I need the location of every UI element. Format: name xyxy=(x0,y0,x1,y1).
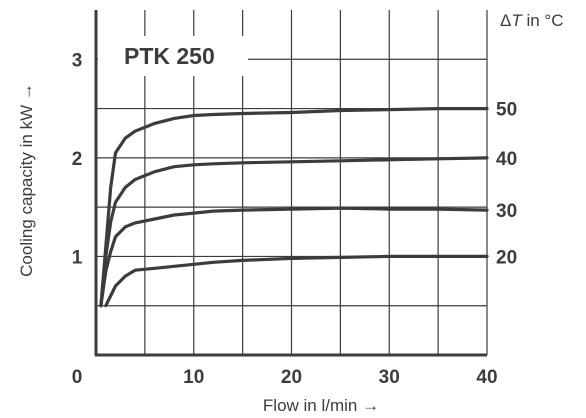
delta-symbol: Δ xyxy=(500,11,511,30)
series-line-40 xyxy=(99,156,489,308)
y-tick-label: 2 xyxy=(72,149,83,170)
series-lines xyxy=(99,106,489,308)
series-label-20: 20 xyxy=(496,247,517,268)
x-tick-label: 40 xyxy=(476,367,497,388)
axes xyxy=(94,10,487,357)
y-tick-label: 1 xyxy=(72,247,83,268)
x-tick-label: 30 xyxy=(379,367,400,388)
chart-title-background xyxy=(98,36,248,76)
chart-title-box: PTK 250 xyxy=(98,36,248,76)
series-label-30: 30 xyxy=(496,201,517,222)
x-axis-label: Flow in l/min → xyxy=(263,396,379,415)
x-tick-label: 10 xyxy=(183,367,204,388)
y-axis-label: Cooling capacity in kW → xyxy=(17,83,36,277)
legend-title: ΔT in °C xyxy=(500,11,564,30)
legend-title-var: T xyxy=(511,11,523,30)
series-labels: 50 40 30 20 xyxy=(496,100,517,269)
series-line-20 xyxy=(104,254,489,308)
x-tick-label: 20 xyxy=(281,367,302,388)
legend-title-unit: in °C xyxy=(522,11,564,30)
x-tick-labels: 0 10 20 30 40 xyxy=(72,367,498,388)
y-tick-label: 3 xyxy=(72,50,83,71)
x-tick-label: 0 xyxy=(72,367,83,388)
series-line-30 xyxy=(99,206,489,308)
y-tick-labels: 1 2 3 xyxy=(72,50,83,268)
series-label-50: 50 xyxy=(496,100,517,121)
chart-title: PTK 250 xyxy=(124,43,215,69)
series-line-50 xyxy=(99,106,489,308)
series-label-40: 40 xyxy=(496,149,517,170)
